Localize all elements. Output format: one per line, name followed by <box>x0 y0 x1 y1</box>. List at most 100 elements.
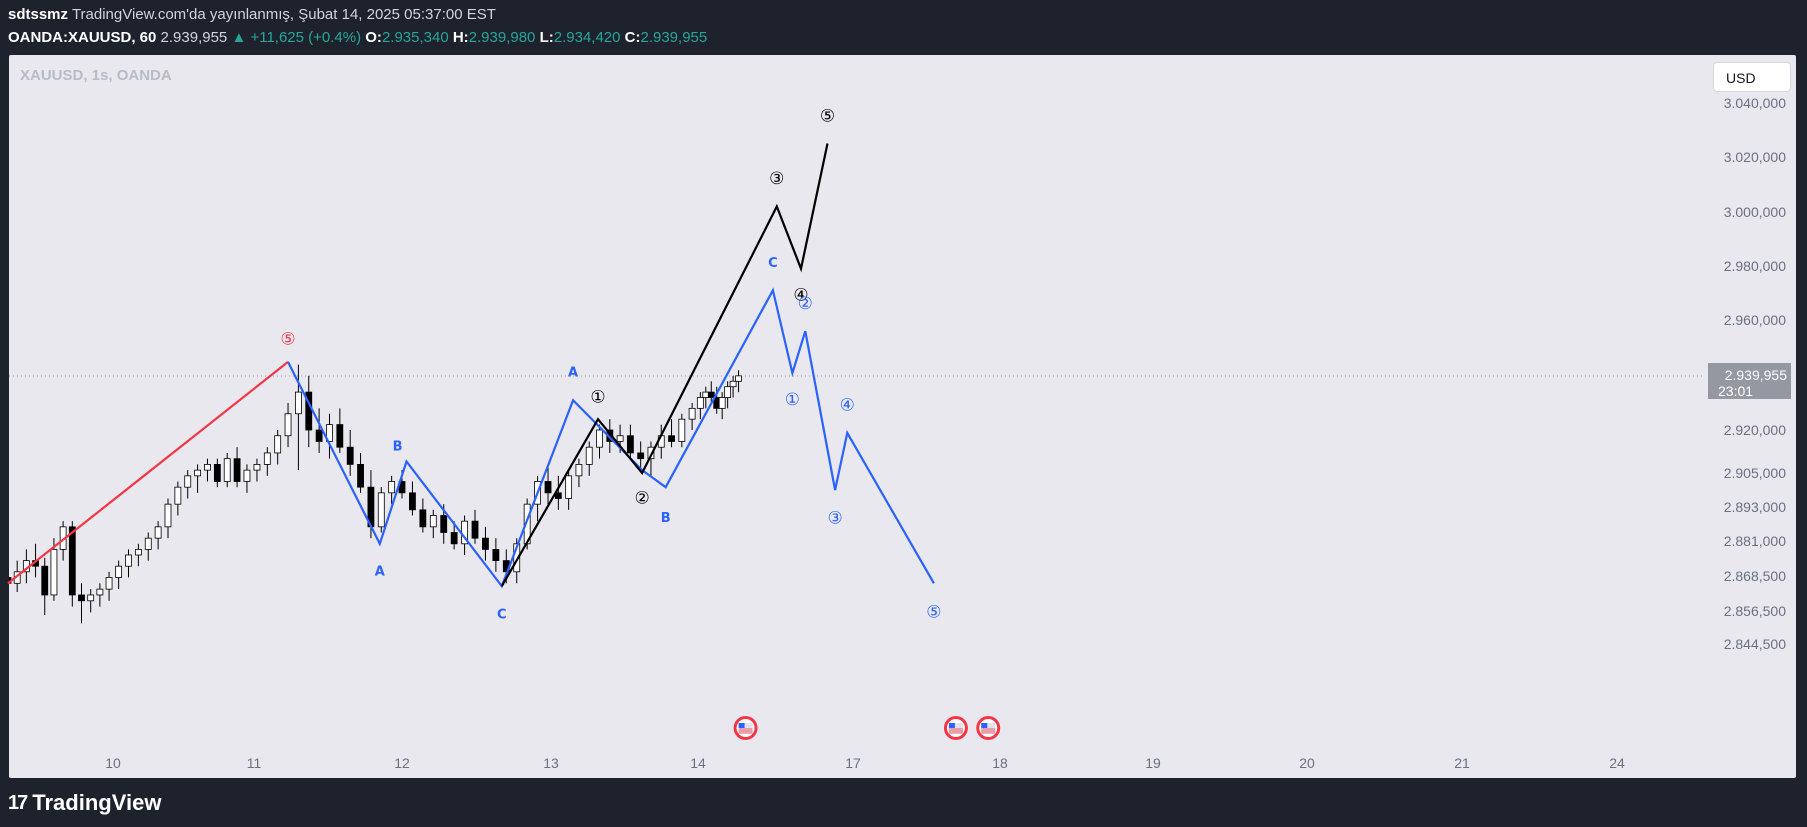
candle <box>134 543 142 567</box>
candle <box>626 424 634 459</box>
candle <box>233 447 241 488</box>
candle-up-body <box>223 458 231 482</box>
candle-up-body <box>647 446 655 460</box>
currency-button[interactable]: USD <box>1713 62 1791 92</box>
candle-down-body <box>492 549 500 562</box>
candle <box>554 475 562 510</box>
candle <box>637 441 645 471</box>
candle <box>41 557 49 616</box>
candle-down-body <box>471 520 479 539</box>
candle-up-body <box>154 526 162 539</box>
x-axis-tick-label: 24 <box>1609 755 1625 771</box>
candle <box>243 464 251 493</box>
symbol-label[interactable]: OANDA:XAUUSD, 60 <box>8 29 157 46</box>
candle <box>253 458 261 482</box>
author-name[interactable]: sdtssmz <box>8 6 69 23</box>
brand-name: TradingView <box>32 790 162 815</box>
candle-down-body <box>440 515 448 533</box>
candle <box>429 509 437 539</box>
candle <box>357 452 364 493</box>
candle-up-body <box>96 588 104 596</box>
ohlc-line: OANDA:XAUUSD, 60 2.939,955 ▲ +11,625 (+0… <box>8 29 707 46</box>
candle <box>105 571 113 601</box>
candle-down-body <box>554 492 562 499</box>
candle <box>688 402 696 430</box>
candle <box>729 375 737 398</box>
candle <box>315 408 323 453</box>
candle-up-body <box>585 446 593 465</box>
economic-event-flag-icon[interactable] <box>733 716 758 740</box>
candle <box>585 441 593 476</box>
candle <box>115 560 123 590</box>
candle <box>377 487 385 533</box>
candle-up-body <box>184 475 192 488</box>
candle-up-body <box>87 594 95 602</box>
wave-label: C <box>768 256 778 271</box>
tradingview-footer[interactable]: 17 TradingView <box>8 790 161 816</box>
candle-down-body <box>450 532 458 545</box>
open-value: 2.935,340 <box>381 29 449 46</box>
candle-up-body <box>596 429 603 448</box>
y-axis-tick-label: 2.868,500 <box>1724 568 1786 584</box>
candle <box>305 375 313 448</box>
high-value: 2.939,980 <box>468 29 536 46</box>
candle <box>164 498 172 539</box>
flag-canton <box>948 723 955 728</box>
candle <box>284 402 292 448</box>
open-label: O: <box>365 29 382 46</box>
candle-up-body <box>729 380 737 388</box>
wave-label: ⑤ <box>820 107 835 127</box>
candle-up-body <box>388 481 396 494</box>
candle <box>596 424 603 459</box>
x-axis-tick-label: 11 <box>247 755 262 771</box>
candle-down-body <box>707 391 715 398</box>
candle-up-body <box>377 492 385 528</box>
wave-label: ② <box>635 489 650 509</box>
candle-down-body <box>637 452 645 460</box>
candle-up-body <box>429 515 437 528</box>
x-axis-tick-label: 19 <box>1145 755 1161 771</box>
candle <box>544 464 552 505</box>
wave-label: B <box>393 440 403 455</box>
wave-line-red <box>7 361 289 585</box>
economic-event-flag-icon[interactable] <box>976 716 1001 740</box>
candle <box>471 509 479 544</box>
candle-down-body <box>213 463 221 482</box>
flag-body <box>738 723 753 733</box>
y-axis-tick-label: 2.881,000 <box>1724 533 1786 549</box>
x-axis-tick-label: 18 <box>992 755 1008 771</box>
x-axis-tick-label: 20 <box>1299 755 1315 771</box>
economic-event-flag-icon[interactable] <box>943 716 968 740</box>
wave-label: ③ <box>828 508 843 528</box>
candle-down-body <box>78 594 85 602</box>
candle-up-body <box>194 469 202 477</box>
candle-up-body <box>565 475 573 499</box>
current-price-label: 2.939,955 <box>1725 367 1787 383</box>
candle-down-body <box>336 424 344 448</box>
candle-up-body <box>284 413 292 437</box>
y-axis-tick-label: 2.844,500 <box>1724 636 1786 652</box>
wave-label: A <box>568 366 578 381</box>
wave-label: A <box>375 564 385 579</box>
high-label: H: <box>452 29 469 46</box>
candle-up-body <box>696 397 704 409</box>
candle-up-body <box>274 435 282 454</box>
candle-up-body <box>616 435 624 442</box>
candle-down-body <box>482 537 489 550</box>
candle <box>718 392 726 420</box>
candle <box>492 538 500 572</box>
candle <box>50 538 58 601</box>
wave-line-black <box>500 143 829 587</box>
candle-up-body <box>263 452 271 465</box>
y-axis-tick-label: 2.980,000 <box>1724 258 1786 274</box>
y-axis-tick-label: 2.960,000 <box>1724 312 1786 328</box>
candle-up-body <box>724 386 732 398</box>
wave-label: C <box>497 608 507 623</box>
candle-up-body <box>134 549 142 556</box>
candle-up-body <box>144 537 152 550</box>
candle <box>78 583 85 624</box>
y-axis-tick-label: 2.893,000 <box>1724 499 1786 515</box>
candle-up-body <box>50 549 58 596</box>
candle <box>68 521 76 607</box>
